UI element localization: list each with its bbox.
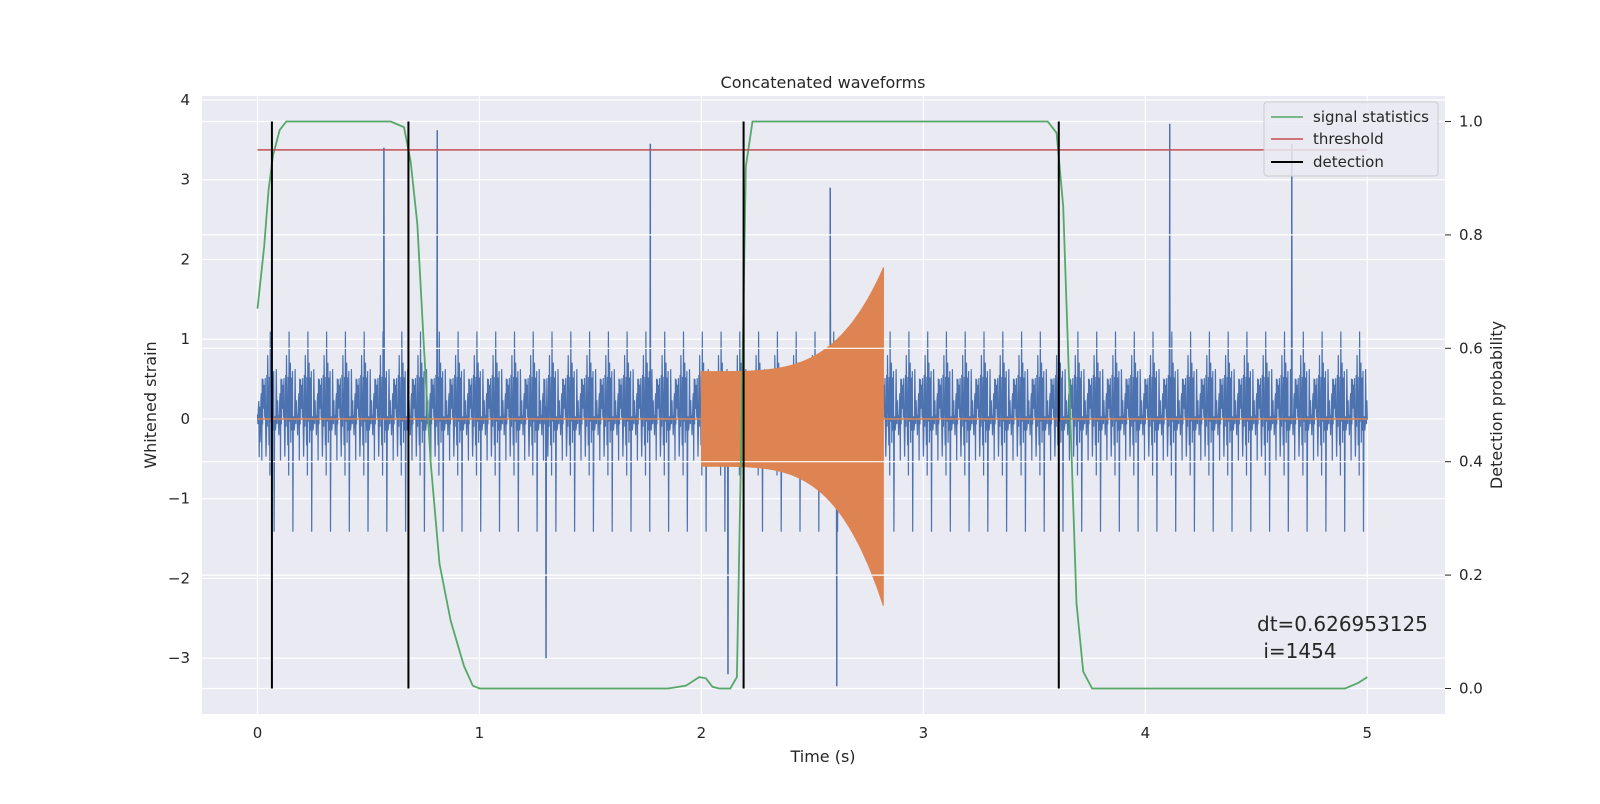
legend-label-threshold: threshold	[1313, 130, 1384, 148]
x-tick-label: 5	[1363, 724, 1373, 742]
whitened-strain-line	[256, 123, 1368, 687]
y2-tick-label: 1.0	[1459, 113, 1483, 131]
tick-labels: 0 1 2 3 4 5 −3 −2 −1 0 1 2 3 4 0.0 0.2 0.4 0.6 0.8 1.0	[168, 91, 1483, 742]
chart-title: Concatenated waveforms	[721, 73, 926, 92]
annotation-dt: dt=0.626953125	[1257, 612, 1428, 636]
signal-statistics-line	[256, 120, 1368, 690]
y-tick-label: −1	[168, 490, 190, 508]
y2-tick-label: 0.6	[1459, 339, 1483, 357]
y-tick-label: 2	[180, 250, 190, 268]
y-tick-label: −3	[168, 649, 190, 667]
y2-tick-label: 0.2	[1459, 566, 1483, 584]
legend-label-detection: detection	[1313, 153, 1384, 171]
legend: signal statistics threshold detection	[1263, 101, 1439, 177]
y-tick-label: −2	[168, 569, 190, 587]
waveform-chirp	[700, 267, 884, 606]
y-tick-label: 4	[180, 91, 190, 109]
x-tick-label: 3	[919, 724, 929, 742]
y2-tick-label: 0.4	[1459, 453, 1483, 471]
probability-overlays	[256, 120, 1368, 690]
legend-label-signal: signal statistics	[1313, 108, 1429, 126]
whitened-strain-series	[256, 123, 1368, 687]
x-tick-label: 1	[475, 724, 485, 742]
x-tick-label: 0	[253, 724, 263, 742]
y-tick-label: 0	[180, 410, 190, 428]
x-tick-label: 2	[697, 724, 707, 742]
y2-tick-label: 0.0	[1459, 679, 1483, 697]
y-tick-label: 1	[180, 330, 190, 348]
y2-tick-label: 0.8	[1459, 226, 1483, 244]
legend-box	[1263, 101, 1439, 177]
y-tick-label: 3	[180, 171, 190, 189]
x-tick-label: 4	[1141, 724, 1151, 742]
injected-waveform-series	[257, 267, 1368, 606]
y-axis-label: Whitened strain	[141, 341, 160, 468]
x-axis-label: Time (s)	[789, 747, 855, 766]
y2-axis-label: Detection probability	[1487, 321, 1506, 489]
annotation-index: i=1454	[1257, 639, 1337, 663]
